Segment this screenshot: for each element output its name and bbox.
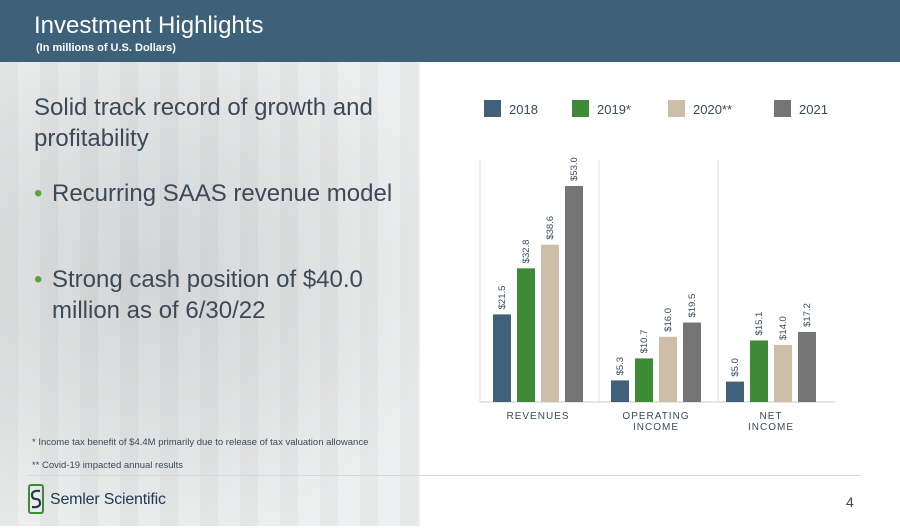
bar-2018-1 bbox=[611, 380, 629, 402]
company-logo: Semler Scientific bbox=[28, 484, 208, 516]
data-label: $10.7 bbox=[639, 330, 650, 354]
bar-2021-1 bbox=[683, 322, 701, 402]
legend-swatch bbox=[572, 100, 589, 117]
bar-2019-1 bbox=[635, 358, 653, 402]
bar-chart: 2018 2019* 2020** 2021 $21.5 $32.8 $38.6 $53.0 R… bbox=[479, 100, 835, 433]
category-label: REVENUES bbox=[506, 411, 569, 422]
footer-divider bbox=[28, 475, 860, 476]
category-label: INCOME bbox=[748, 422, 794, 433]
bullet-text: Recurring SAAS revenue model bbox=[52, 180, 393, 207]
data-label: $19.5 bbox=[687, 294, 698, 318]
data-label: $16.0 bbox=[663, 308, 674, 332]
data-label: $5.0 bbox=[730, 358, 741, 377]
legend-label: 2020** bbox=[693, 102, 732, 117]
bullet-marker: • bbox=[34, 180, 43, 207]
page-subtitle: (In millions of U.S. Dollars) bbox=[36, 42, 176, 54]
bar-2020-2 bbox=[774, 344, 792, 402]
data-label: $38.6 bbox=[545, 216, 556, 240]
page-number: 4 bbox=[846, 494, 854, 510]
logo-mark-icon bbox=[28, 484, 44, 514]
category-label: NET bbox=[760, 411, 783, 422]
legend-label: 2019* bbox=[597, 102, 631, 117]
category-label: OPERATING bbox=[622, 411, 689, 422]
data-label: $21.5 bbox=[497, 286, 508, 310]
page-title: Investment Highlights bbox=[34, 12, 264, 39]
background-photo bbox=[0, 62, 420, 526]
headline: Solid track record of growth and profita… bbox=[34, 94, 373, 152]
bar-2020-0 bbox=[541, 244, 559, 402]
footnote: * Income tax benefit of $4.4M primarily … bbox=[32, 437, 369, 448]
data-label: $53.0 bbox=[569, 157, 580, 181]
legend-swatch bbox=[774, 100, 791, 117]
legend-swatch bbox=[484, 100, 501, 117]
data-label: $32.8 bbox=[521, 240, 532, 264]
bar-2021-2 bbox=[798, 331, 816, 402]
data-label: $5.3 bbox=[615, 357, 626, 376]
company-name: Semler Scientific bbox=[50, 491, 166, 508]
bar-2021-0 bbox=[565, 186, 583, 402]
data-label: $17.2 bbox=[802, 303, 813, 327]
bullet-text: Strong cash position of $40.0 million as… bbox=[52, 266, 363, 324]
bar-2020-1 bbox=[659, 336, 677, 402]
bar-2019-2 bbox=[750, 340, 768, 402]
legend-label: 2018 bbox=[509, 102, 538, 117]
legend-swatch bbox=[668, 100, 685, 117]
bar-2019-0 bbox=[517, 268, 535, 402]
legend-label: 2021 bbox=[799, 102, 828, 117]
bar-2018-0 bbox=[493, 314, 511, 402]
data-label: $15.1 bbox=[754, 312, 765, 336]
category-label: INCOME bbox=[633, 422, 679, 433]
header-bar: Investment Highlights (In millions of U.… bbox=[0, 0, 900, 62]
bullet-marker: • bbox=[34, 266, 43, 293]
data-label: $14.0 bbox=[778, 316, 789, 340]
bar-2018-2 bbox=[726, 381, 744, 402]
footnote: ** Covid-19 impacted annual results bbox=[32, 460, 184, 471]
